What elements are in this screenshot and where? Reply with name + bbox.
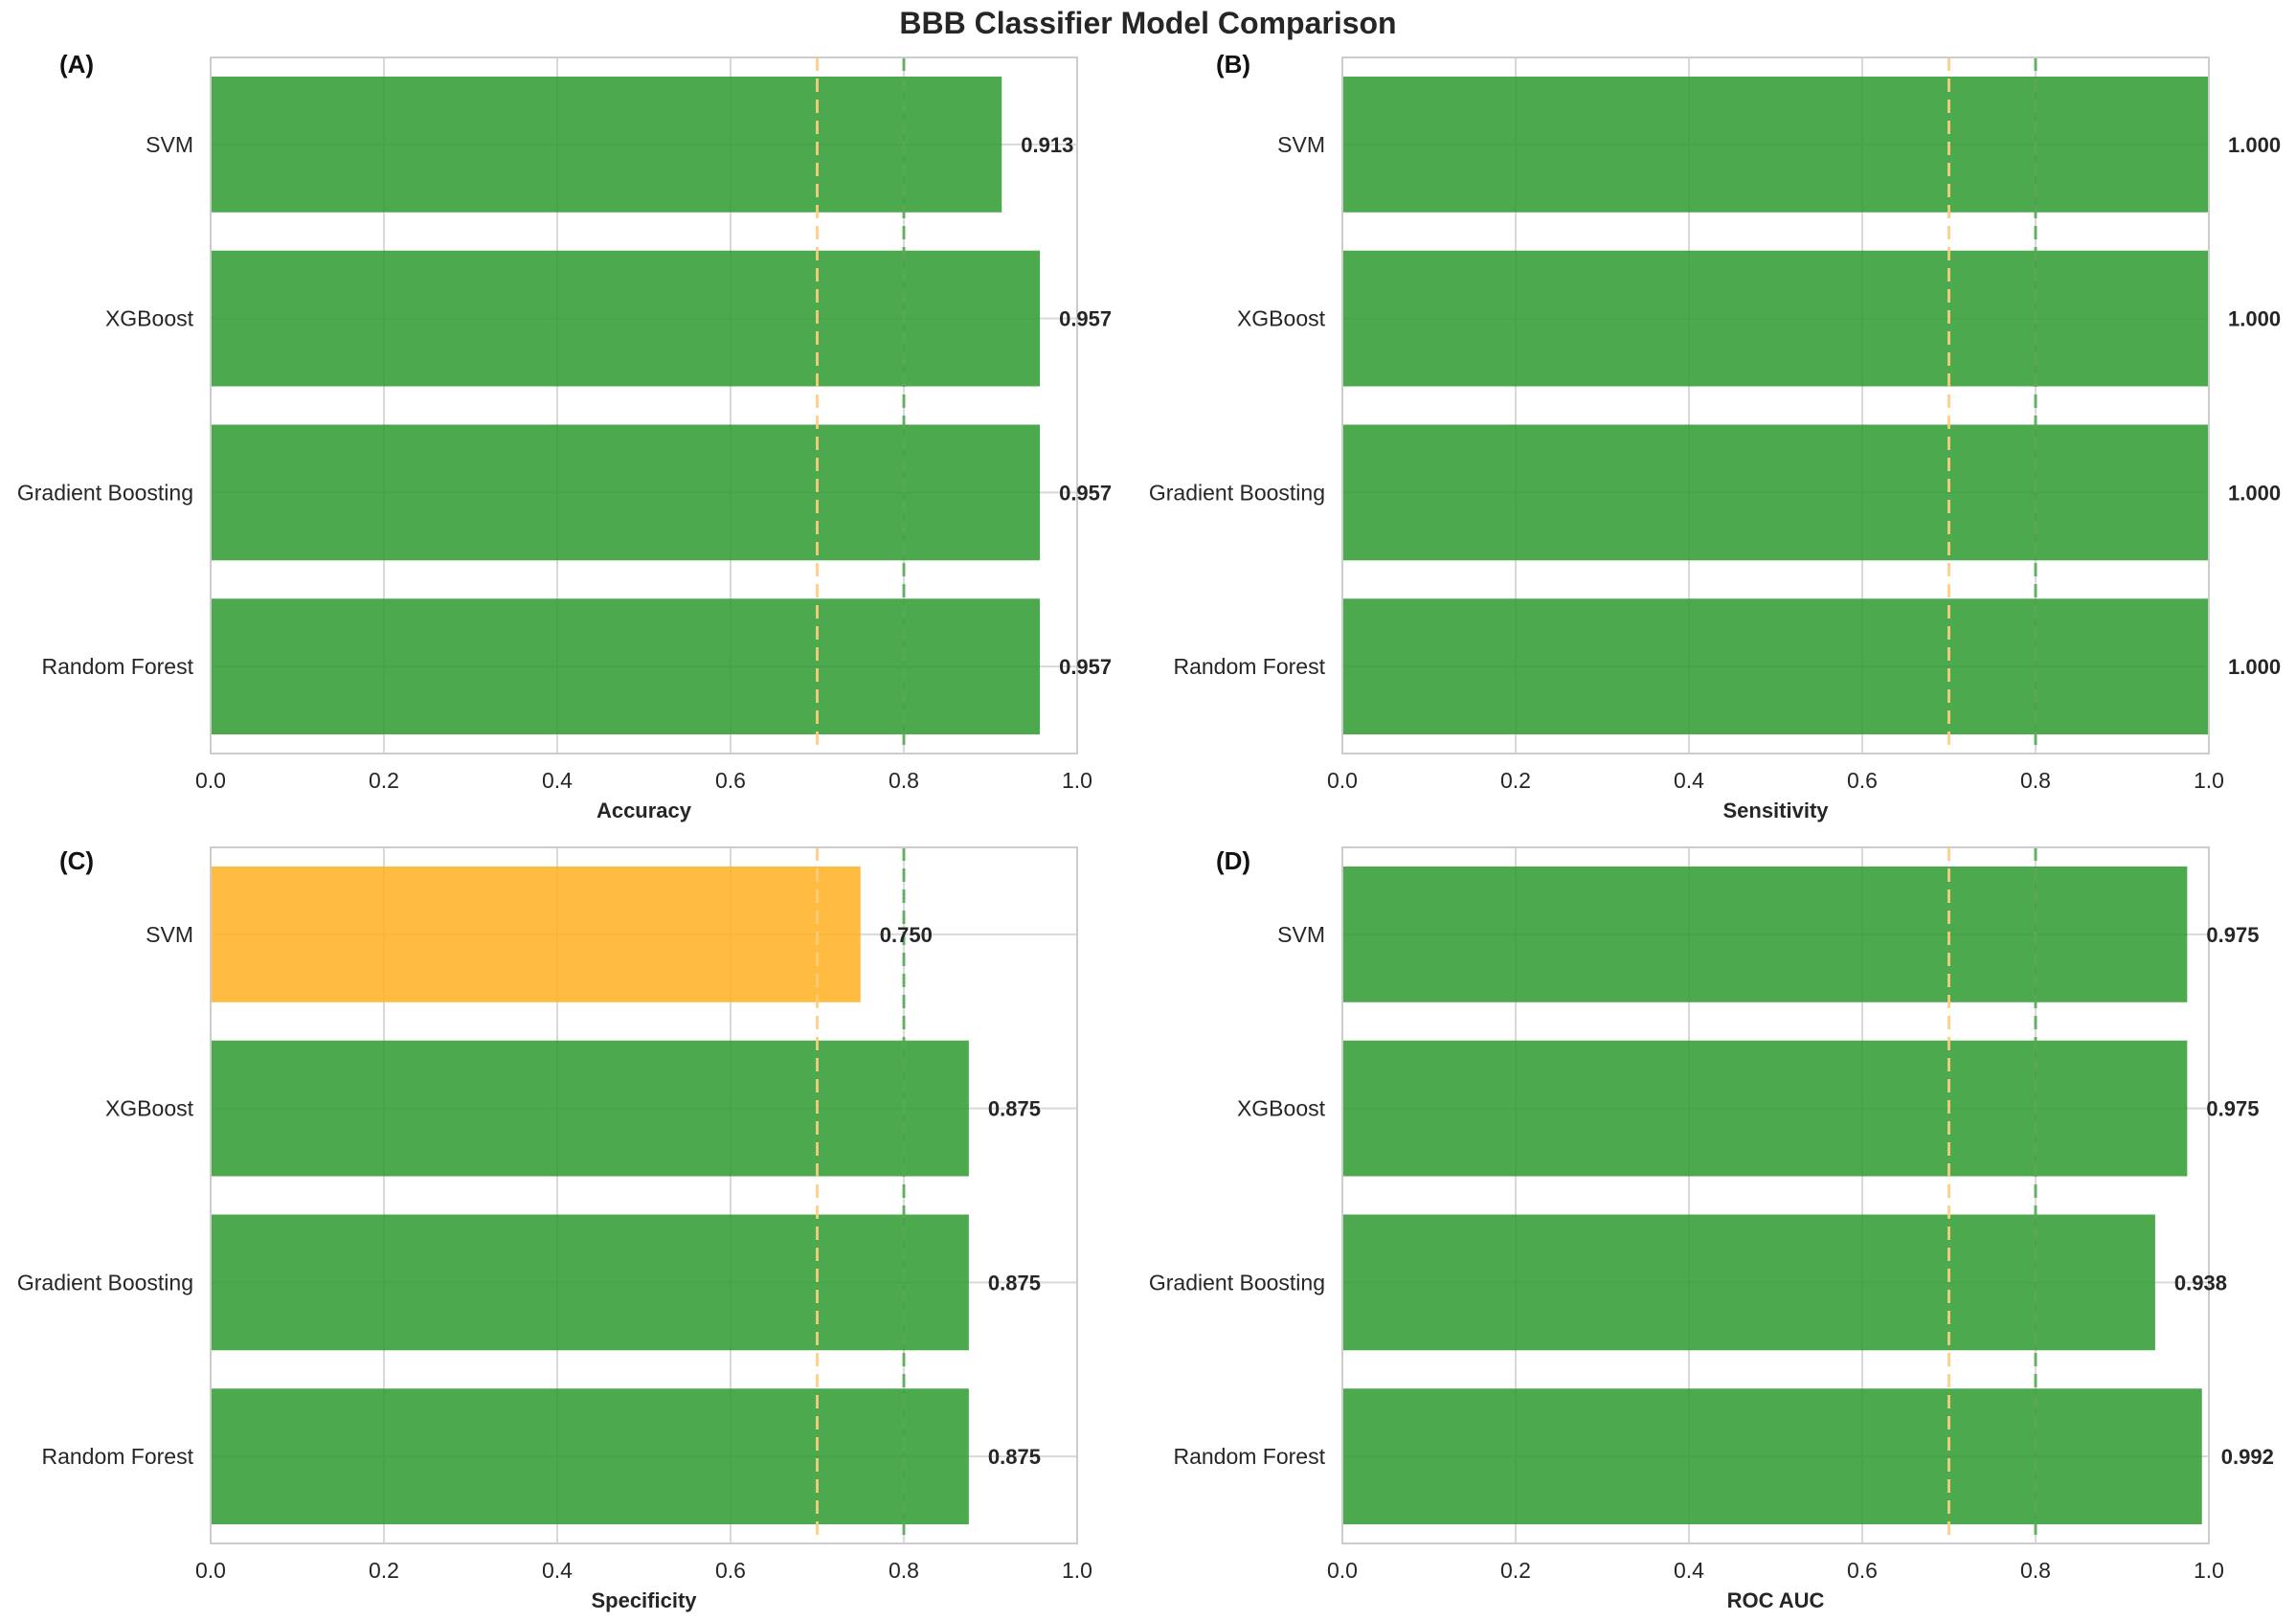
panel-a-bar: [211, 424, 1041, 561]
panel-d-frame: [1341, 846, 2210, 1544]
panel-a-xlabel: Accuracy: [597, 799, 692, 822]
panel-d-label: (D): [1216, 846, 1250, 875]
panel-d-xtick-label: 0.4: [1674, 1558, 1704, 1583]
figure-title: BBB Classifier Model Comparison: [899, 6, 1397, 40]
panel-a-xtick-label: 1.0: [1062, 768, 1092, 793]
panel-b-category-label: Random Forest: [1173, 654, 1325, 679]
panel-c-xlabel: Specificity: [591, 1588, 697, 1612]
panel-c-value-label: 0.875: [988, 1271, 1041, 1295]
panel-c-bar: [211, 1040, 969, 1177]
panel-c-xtick-label: 0.4: [542, 1558, 573, 1583]
panel-c-value-label: 0.875: [988, 1445, 1041, 1469]
panel-d-bar: [1342, 1214, 2155, 1351]
panel-c-xtick-label: 1.0: [1062, 1558, 1092, 1583]
panel-c-category-label: XGBoost: [105, 1096, 194, 1121]
panel-b-xtick-label: 0.6: [1847, 768, 1878, 793]
panel-c-category-label: Gradient Boosting: [17, 1270, 193, 1295]
panel-c-frame: [210, 846, 1078, 1544]
panel-b-xlabel: Sensitivity: [1722, 799, 1829, 822]
panel-d-xtick-label: 0.0: [1327, 1558, 1358, 1583]
panel-a-bar: [211, 598, 1041, 735]
panel-c-category-label: Random Forest: [41, 1444, 193, 1469]
panel-c-category-label: SVM: [146, 922, 193, 947]
panel-d-bar: [1342, 866, 2188, 1002]
panel-b-xtick-label: 0.4: [1674, 768, 1704, 793]
panel-d-bar: [1342, 1388, 2202, 1525]
panel-c-bar: [211, 1214, 969, 1351]
panel-a-xtick-label: 0.8: [889, 768, 919, 793]
panel-d-category-label: Gradient Boosting: [1149, 1270, 1325, 1295]
panel-a-xtick-label: 0.6: [715, 768, 746, 793]
panel-a-frame: [210, 56, 1078, 754]
panel-a-value-label: 0.957: [1059, 481, 1112, 505]
panel-d-category-label: SVM: [1277, 922, 1325, 947]
panel-b-category-label: SVM: [1277, 132, 1325, 157]
panel-d-xlabel: ROC AUC: [1727, 1588, 1825, 1612]
panel-a-category-label: Gradient Boosting: [17, 480, 193, 505]
panel-d-xtick-label: 0.6: [1847, 1558, 1878, 1583]
panel-b-bar: [1342, 598, 2209, 735]
panel-b-value-label: 1.000: [2228, 481, 2281, 505]
panel-b-bar: [1342, 76, 2209, 213]
panel-a-value-label: 0.913: [1021, 133, 1073, 157]
panel-b-xtick-label: 1.0: [2194, 768, 2224, 793]
panel-d-value-label: 0.992: [2221, 1445, 2274, 1469]
panel-d-value-label: 0.938: [2174, 1271, 2227, 1295]
panel-b-value-label: 1.000: [2228, 307, 2281, 331]
panel-d-xtick-label: 1.0: [2194, 1558, 2224, 1583]
panel-a-value-label: 0.957: [1059, 655, 1112, 679]
panel-b-bar: [1342, 250, 2209, 387]
panel-d-value-label: 0.975: [2206, 1097, 2259, 1121]
panel-b-category-label: XGBoost: [1237, 306, 1326, 331]
panel-a-category-label: Random Forest: [41, 654, 193, 679]
panel-a-xtick-label: 0.2: [369, 768, 399, 793]
panel-d-value-label: 0.975: [2206, 923, 2259, 947]
panel-b-bar: [1342, 424, 2209, 561]
panel-b-category-label: Gradient Boosting: [1149, 480, 1325, 505]
panel-a-label: (A): [59, 50, 94, 79]
panel-b-xtick-label: 0.2: [1500, 768, 1531, 793]
panel-d-bar: [1342, 1040, 2188, 1177]
panel-b-xtick-label: 0.0: [1327, 768, 1358, 793]
panel-a-bar: [211, 250, 1041, 387]
panel-a-category-label: XGBoost: [105, 306, 194, 331]
panel-b-value-label: 1.000: [2228, 133, 2281, 157]
panel-a-xtick-label: 0.4: [542, 768, 573, 793]
panel-d-category-label: XGBoost: [1237, 1096, 1326, 1121]
panel-b-frame: [1341, 56, 2210, 754]
panel-d-xtick-label: 0.2: [1500, 1558, 1531, 1583]
panel-c-xtick-label: 0.6: [715, 1558, 746, 1583]
panel-c-value-label: 0.750: [880, 923, 933, 947]
panel-a-category-label: SVM: [146, 132, 193, 157]
panel-b-value-label: 1.000: [2228, 655, 2281, 679]
panel-c-label: (C): [59, 846, 94, 875]
panel-d-category-label: Random Forest: [1173, 1444, 1325, 1469]
panel-c-xtick-label: 0.0: [195, 1558, 226, 1583]
panel-c-xtick-label: 0.8: [889, 1558, 919, 1583]
panel-a-bar: [211, 76, 1002, 213]
panel-a-xtick-label: 0.0: [195, 768, 226, 793]
panel-c-bar: [211, 1388, 969, 1525]
panel-c-value-label: 0.875: [988, 1097, 1041, 1121]
panel-b-xtick-label: 0.8: [2020, 768, 2051, 793]
panel-c-xtick-label: 0.2: [369, 1558, 399, 1583]
panel-b-label: (B): [1216, 50, 1250, 79]
panel-d-xtick-label: 0.8: [2020, 1558, 2051, 1583]
panel-a-value-label: 0.957: [1059, 307, 1112, 331]
panel-c-bar: [211, 866, 861, 1002]
